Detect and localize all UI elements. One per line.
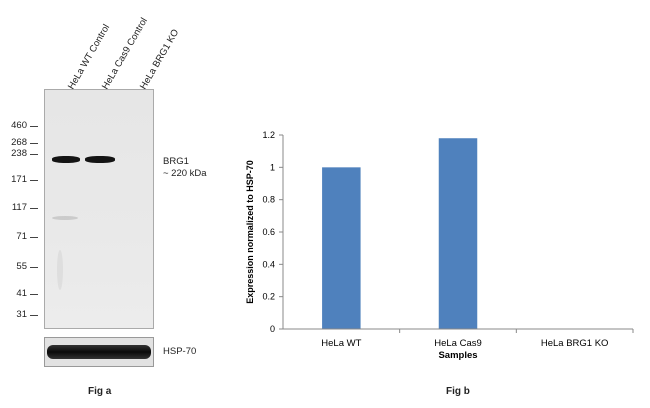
nonspecific-band (52, 216, 78, 220)
loading-control-label: HSP-70 (163, 346, 197, 357)
hsp70-band (47, 345, 151, 359)
hsp70-blot-image (44, 337, 154, 367)
marker-41: 41 (16, 288, 27, 299)
smear (57, 250, 63, 290)
fig-b-caption: Fig b (446, 386, 470, 397)
y-tick-label: 1.2 (262, 130, 275, 140)
y-tick-label: 0.8 (262, 195, 275, 205)
marker-238: 238 (11, 148, 27, 159)
marker-tick (30, 267, 38, 268)
marker-tick (30, 143, 38, 144)
y-tick-label: 0.4 (262, 259, 275, 269)
marker-tick (30, 294, 38, 295)
target-label: BRG1 (163, 156, 189, 167)
marker-tick (30, 180, 38, 181)
marker-tick (30, 237, 38, 238)
marker-171: 171 (11, 174, 27, 185)
x-tick-label: HeLa BRG1 KO (541, 338, 609, 349)
x-tick-label: HeLa Cas9 (434, 338, 482, 349)
y-axis-title: Expression normalized to HSP-70 (245, 160, 255, 304)
y-tick-label: 1 (270, 162, 275, 172)
fig-a-caption: Fig a (88, 386, 112, 397)
brg1-band-lane-2 (85, 156, 115, 163)
marker-tick (30, 315, 38, 316)
marker-460: 460 (11, 120, 27, 131)
y-tick-label: 0.6 (262, 227, 275, 237)
brg1-band-lane-1 (52, 156, 80, 163)
target-size-label: ~ 220 kDa (163, 168, 207, 179)
marker-tick (30, 154, 38, 155)
marker-71: 71 (16, 231, 27, 242)
y-tick-label: 0 (270, 324, 275, 334)
marker-55: 55 (16, 261, 27, 272)
marker-tick (30, 126, 38, 127)
western-blot-image (44, 89, 154, 329)
marker-31: 31 (16, 309, 27, 320)
bar-1 (322, 167, 361, 329)
x-tick-label: HeLa WT (321, 338, 361, 349)
y-tick-label: 0.2 (262, 292, 275, 302)
marker-tick (30, 208, 38, 209)
marker-268: 268 (11, 137, 27, 148)
x-axis-title: Samples (438, 350, 477, 361)
bar-2 (438, 138, 478, 329)
marker-117: 117 (11, 202, 27, 213)
